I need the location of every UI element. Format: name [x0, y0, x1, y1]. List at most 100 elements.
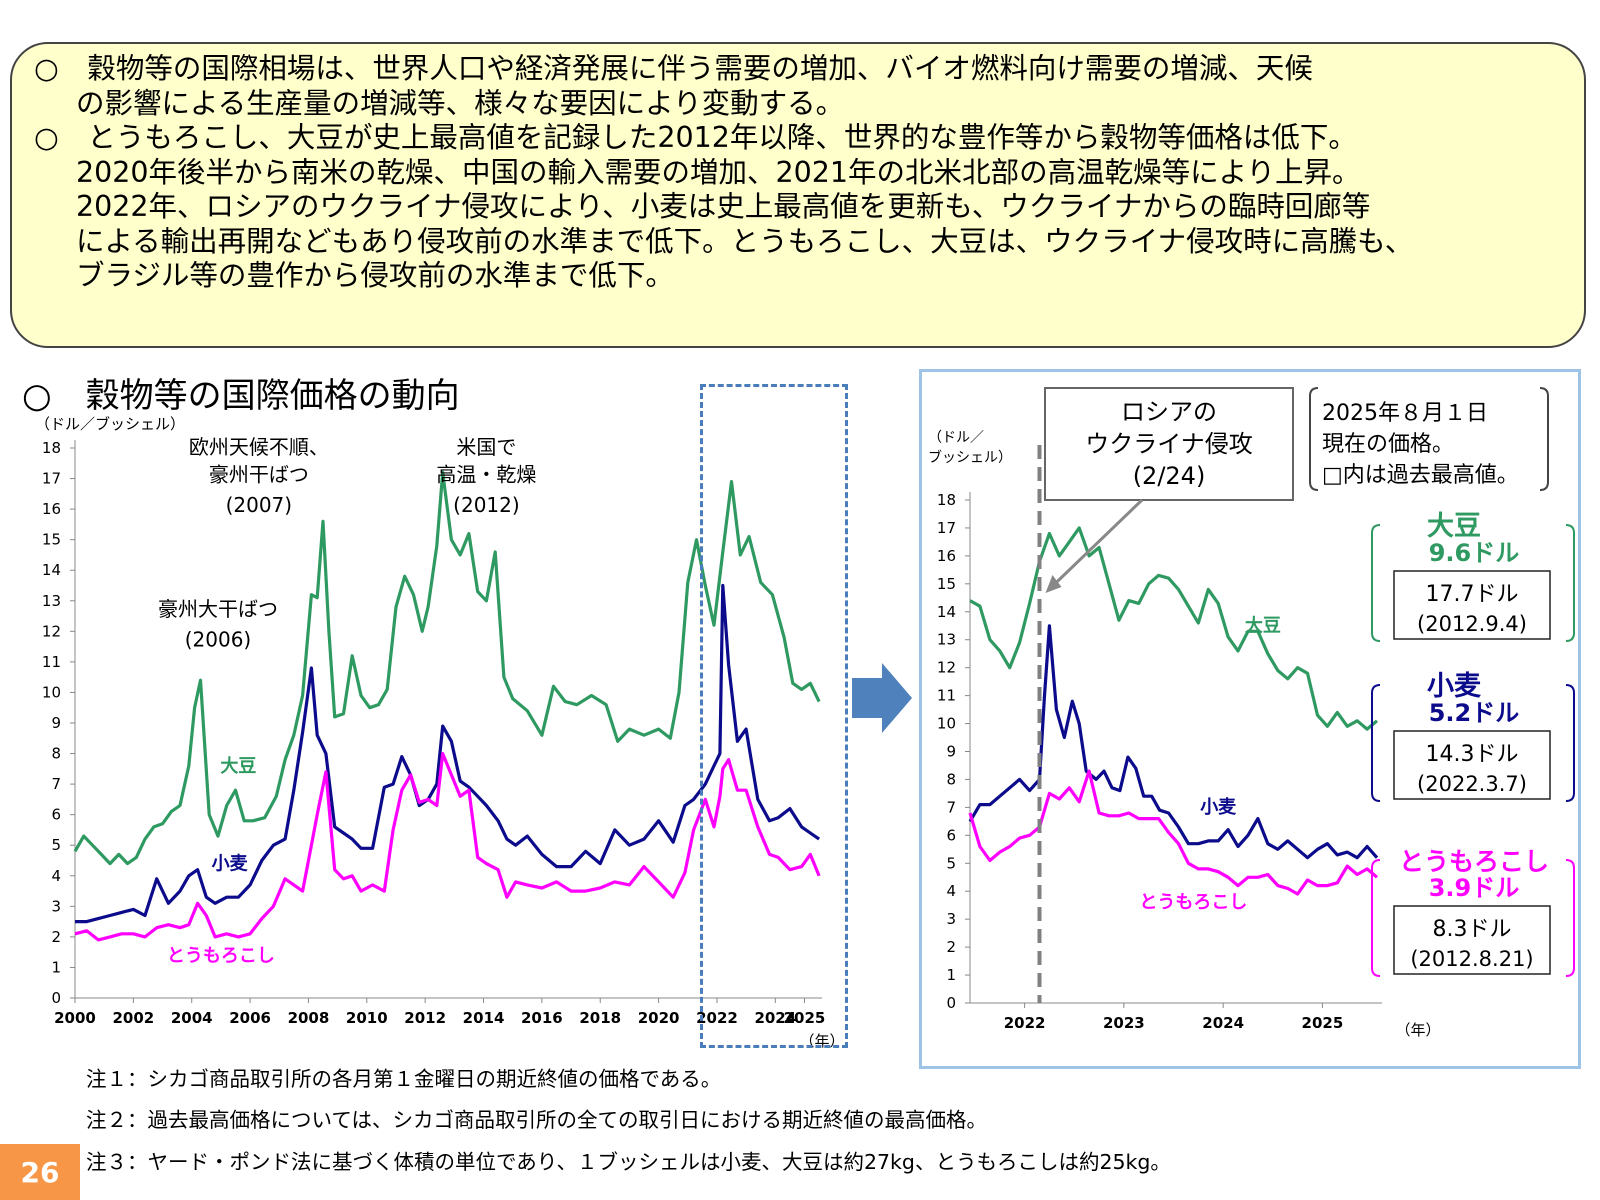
- y-axis-unit-label: ブッシェル）: [928, 449, 1012, 466]
- callout-current-price-corn: 3.9ドル: [1429, 874, 1520, 902]
- summary-line: ○ 穀物等の国際相場は、世界人口や経済発展に伴う需要の増加、バイオ燃料向け需要の…: [34, 52, 1313, 85]
- y-tick-label: 4: [51, 867, 61, 885]
- summary-box: ○ 穀物等の国際相場は、世界人口や経済発展に伴う需要の増加、バイオ燃料向け需要の…: [10, 42, 1586, 348]
- event-annotation: (2006): [185, 628, 252, 652]
- event-annotation: (2012): [453, 493, 520, 517]
- y-tick-label: 12: [937, 659, 956, 677]
- y-tick-label: 1: [51, 958, 61, 976]
- callout-current-price-wheat: 5.2ドル: [1429, 699, 1520, 727]
- y-tick-label: 6: [946, 826, 956, 844]
- record-price-wheat: 14.3ドル: [1426, 742, 1519, 767]
- record-date-wheat: (2022.3.7): [1417, 772, 1527, 796]
- record-price-box-corn: [1393, 905, 1551, 975]
- y-tick-label: 15: [42, 531, 61, 549]
- callout-bracket-soybean: [1371, 524, 1575, 642]
- note-3: 注３：ヤード・ポンド法に基づく体積の単位であり、１ブッシェルは小麦、大豆は約27…: [86, 1150, 1171, 1174]
- y-tick-label: 17: [937, 519, 956, 537]
- event-annotation: 豪州干ばつ: [209, 463, 309, 487]
- y-tick-label: 15: [937, 575, 956, 593]
- y-tick-label: 18: [42, 439, 61, 457]
- section-title: ○ 穀物等の国際価格の動向: [22, 376, 460, 416]
- summary-line: ブラジル等の豊作から侵攻前の水準まで低下。: [76, 259, 674, 292]
- y-tick-label: 2: [51, 928, 61, 946]
- event-annotation: 高温・乾燥: [436, 463, 536, 487]
- record-price-box-soybean: [1393, 570, 1551, 640]
- series-label-corn: とうもろこし: [1139, 892, 1247, 913]
- note-box-text: 2025年８月１日: [1322, 401, 1488, 426]
- x-tick-label: 2002: [112, 1009, 154, 1027]
- x-axis-unit-label: （年）: [1395, 1021, 1440, 1039]
- callout-title-wheat: 小麦: [1427, 671, 1482, 702]
- y-tick-label: 5: [946, 854, 956, 872]
- summary-line: ○ とうもろこし、大豆が史上最高値を記録した2012年以降、世界的な豊作等から穀…: [34, 121, 1357, 154]
- y-axis-unit-label: （ドル／: [928, 430, 984, 446]
- invasion-pointer-arrowhead: [1045, 575, 1062, 594]
- series-label-soybean: 大豆: [1245, 614, 1281, 636]
- summary-line: の影響による生産量の増減等、様々な要因により変動する。: [76, 86, 845, 120]
- series-label-wheat: 小麦: [1200, 796, 1237, 818]
- record-price-soybean: 17.7ドル: [1426, 582, 1519, 607]
- y-tick-label: 18: [937, 491, 956, 509]
- y-tick-label: 14: [937, 603, 956, 621]
- series-line-soybean: [73, 470, 821, 866]
- y-tick-label: 11: [42, 653, 61, 671]
- event-annotation: (2007): [226, 493, 293, 517]
- invasion-label-text: ウクライナ侵攻: [1085, 430, 1253, 458]
- callout-bracket-wheat: [1371, 684, 1575, 802]
- y-tick-label: 13: [937, 631, 956, 649]
- y-tick-label: 0: [51, 989, 61, 1007]
- y-tick-label: 8: [51, 745, 61, 763]
- record-date-corn: (2012.8.21): [1410, 947, 1533, 971]
- series-line-corn: [74, 752, 821, 942]
- x-tick-label: 2020: [638, 1009, 680, 1027]
- x-tick-label: 2025: [784, 1009, 826, 1027]
- callout-bracket-corn: [1371, 859, 1575, 977]
- y-tick-label: 6: [51, 806, 61, 824]
- x-tick-label: 2022: [1004, 1014, 1046, 1032]
- y-tick-label: 10: [42, 683, 61, 701]
- note-1: 注１：シカゴ商品取引所の各月第１金曜日の期近終値の価格である。: [86, 1067, 722, 1091]
- record-price-corn: 8.3ドル: [1433, 917, 1512, 942]
- note-box-text: 現在の価格。: [1322, 432, 1454, 457]
- event-annotation: 米国で: [456, 435, 516, 459]
- page-number: 26: [0, 1144, 80, 1200]
- note-2: 注２：過去最高価格については、シカゴ商品取引所の全ての取引日における期近終値の最…: [86, 1108, 987, 1132]
- y-tick-label: 11: [937, 687, 956, 705]
- summary-line: 2020年後半から南米の乾燥、中国の輸入需要の増加、2021年の北米北部の高温乾…: [76, 155, 1361, 189]
- invasion-label-text: ロシアの: [1121, 398, 1217, 426]
- x-tick-label: 2024: [754, 1009, 796, 1027]
- y-tick-label: 16: [937, 547, 956, 565]
- note-box-text: □内は過去最高値。: [1322, 463, 1519, 488]
- x-tick-label: 2016: [521, 1009, 563, 1027]
- event-annotation: 豪州大干ばつ: [158, 597, 278, 621]
- y-tick-label: 14: [42, 561, 61, 579]
- record-date-soybean: (2012.9.4): [1417, 612, 1527, 636]
- invasion-label-box: [1044, 387, 1294, 501]
- y-tick-label: 7: [51, 775, 61, 793]
- y-tick-label: 0: [946, 994, 956, 1012]
- x-tick-label: 2012: [404, 1009, 446, 1027]
- series-label-wheat: 小麦: [212, 853, 249, 875]
- y-tick-label: 10: [937, 715, 956, 733]
- y-tick-label: 9: [51, 714, 61, 732]
- callout-current-price-soybean: 9.6ドル: [1429, 539, 1520, 567]
- x-tick-label: 2014: [463, 1009, 505, 1027]
- y-tick-label: 12: [42, 622, 61, 640]
- x-tick-label: 2008: [288, 1009, 330, 1027]
- x-tick-label: 2000: [54, 1009, 96, 1027]
- series-line-wheat: [75, 583, 821, 924]
- note-bracket: [1309, 387, 1549, 491]
- y-tick-label: 13: [42, 592, 61, 610]
- x-tick-label: 2004: [171, 1009, 213, 1027]
- event-annotation: 欧州天候不順、: [189, 435, 329, 459]
- series-line-wheat: [968, 624, 1379, 860]
- callout-title-soybean: 大豆: [1427, 511, 1481, 542]
- x-tick-label: 2025: [1302, 1014, 1344, 1032]
- x-tick-label: 2024: [1202, 1014, 1244, 1032]
- zoom-panel: [919, 369, 1581, 1069]
- invasion-label-text: (2/24): [1133, 462, 1206, 490]
- y-tick-label: 16: [42, 500, 61, 518]
- x-tick-label: 2018: [579, 1009, 621, 1027]
- x-tick-label: 2023: [1103, 1014, 1145, 1032]
